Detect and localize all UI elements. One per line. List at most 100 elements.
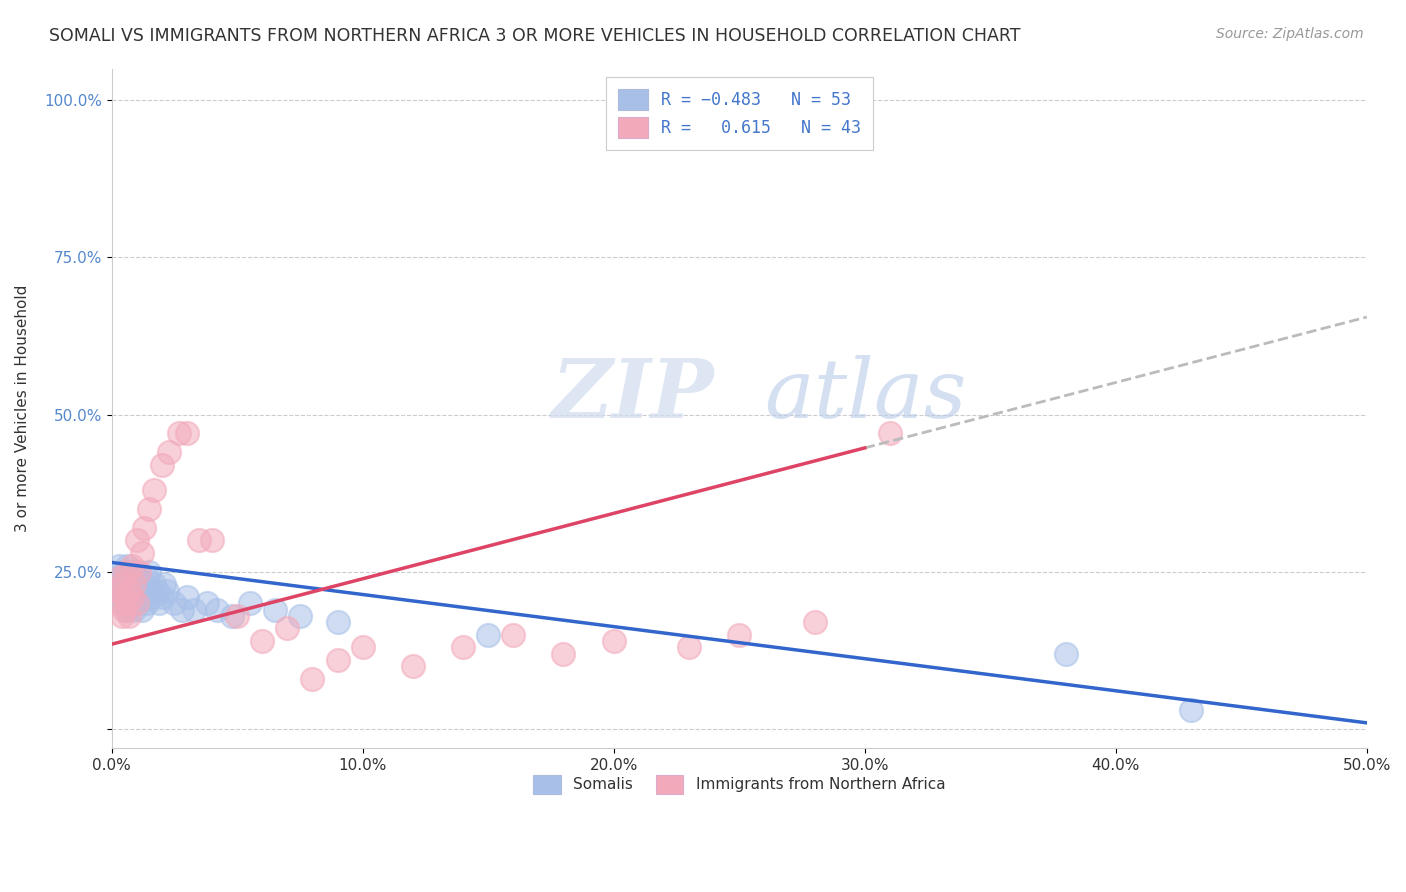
- Text: Source: ZipAtlas.com: Source: ZipAtlas.com: [1216, 27, 1364, 41]
- Point: [112, 590, 135, 604]
- Point: [118, 608, 141, 623]
- Point: [221, 608, 243, 623]
- Point: [125, 583, 148, 598]
- Point: [188, 533, 211, 548]
- Point: [553, 647, 575, 661]
- Point: [176, 426, 198, 441]
- Point: [115, 583, 138, 598]
- Point: [276, 622, 298, 636]
- Point: [326, 653, 349, 667]
- Point: [121, 590, 143, 604]
- Point: [138, 583, 160, 598]
- Point: [263, 602, 285, 616]
- Point: [141, 590, 163, 604]
- Point: [135, 571, 157, 585]
- Point: [176, 590, 198, 604]
- Point: [128, 596, 150, 610]
- Point: [163, 596, 186, 610]
- Point: [402, 659, 425, 673]
- Point: [112, 565, 135, 579]
- Point: [146, 583, 169, 598]
- Point: [352, 640, 374, 655]
- Point: [111, 577, 134, 591]
- Point: [879, 426, 901, 441]
- Point: [134, 521, 156, 535]
- Point: [115, 602, 138, 616]
- Point: [108, 571, 131, 585]
- Point: [477, 628, 499, 642]
- Point: [121, 583, 143, 598]
- Y-axis label: 3 or more Vehicles in Household: 3 or more Vehicles in Household: [15, 285, 30, 532]
- Point: [1180, 703, 1202, 717]
- Point: [111, 590, 134, 604]
- Point: [121, 558, 143, 573]
- Point: [111, 571, 134, 585]
- Point: [112, 577, 135, 591]
- Point: [301, 672, 323, 686]
- Point: [105, 571, 128, 585]
- Point: [502, 628, 524, 642]
- Point: [156, 583, 179, 598]
- Point: [150, 458, 173, 472]
- Point: [122, 577, 145, 591]
- Point: [125, 590, 148, 604]
- Point: [135, 596, 157, 610]
- Point: [150, 590, 173, 604]
- Point: [226, 608, 249, 623]
- Point: [252, 634, 274, 648]
- Point: [131, 583, 153, 598]
- Point: [105, 583, 128, 598]
- Point: [169, 426, 191, 441]
- Point: [112, 602, 135, 616]
- Point: [122, 602, 145, 616]
- Point: [239, 596, 262, 610]
- Point: [128, 565, 150, 579]
- Text: atlas: atlas: [765, 355, 967, 434]
- Point: [153, 577, 176, 591]
- Point: [157, 445, 180, 459]
- Point: [138, 502, 160, 516]
- Point: [108, 583, 131, 598]
- Point: [131, 546, 153, 560]
- Point: [122, 577, 145, 591]
- Point: [183, 602, 205, 616]
- Point: [602, 634, 624, 648]
- Point: [803, 615, 825, 630]
- Point: [288, 608, 311, 623]
- Point: [131, 602, 153, 616]
- Point: [201, 533, 224, 548]
- Point: [121, 596, 143, 610]
- Point: [170, 602, 193, 616]
- Point: [148, 596, 170, 610]
- Point: [121, 565, 143, 579]
- Point: [115, 565, 138, 579]
- Point: [451, 640, 474, 655]
- Text: ZIP: ZIP: [551, 355, 714, 434]
- Point: [134, 590, 156, 604]
- Point: [128, 565, 150, 579]
- Point: [728, 628, 751, 642]
- Point: [125, 571, 148, 585]
- Point: [1054, 647, 1077, 661]
- Text: SOMALI VS IMMIGRANTS FROM NORTHERN AFRICA 3 OR MORE VEHICLES IN HOUSEHOLD CORREL: SOMALI VS IMMIGRANTS FROM NORTHERN AFRIC…: [49, 27, 1021, 45]
- Point: [108, 558, 131, 573]
- Point: [678, 640, 700, 655]
- Point: [118, 590, 141, 604]
- Point: [111, 608, 134, 623]
- Point: [125, 533, 148, 548]
- Point: [326, 615, 349, 630]
- Point: [125, 596, 148, 610]
- Point: [134, 577, 156, 591]
- Point: [138, 565, 160, 579]
- Point: [205, 602, 228, 616]
- Point: [143, 483, 166, 497]
- Point: [118, 571, 141, 585]
- Point: [118, 583, 141, 598]
- Point: [115, 596, 138, 610]
- Point: [143, 577, 166, 591]
- Point: [108, 596, 131, 610]
- Point: [118, 577, 141, 591]
- Point: [115, 558, 138, 573]
- Point: [112, 596, 135, 610]
- Legend: Somalis, Immigrants from Northern Africa: Somalis, Immigrants from Northern Africa: [523, 764, 956, 805]
